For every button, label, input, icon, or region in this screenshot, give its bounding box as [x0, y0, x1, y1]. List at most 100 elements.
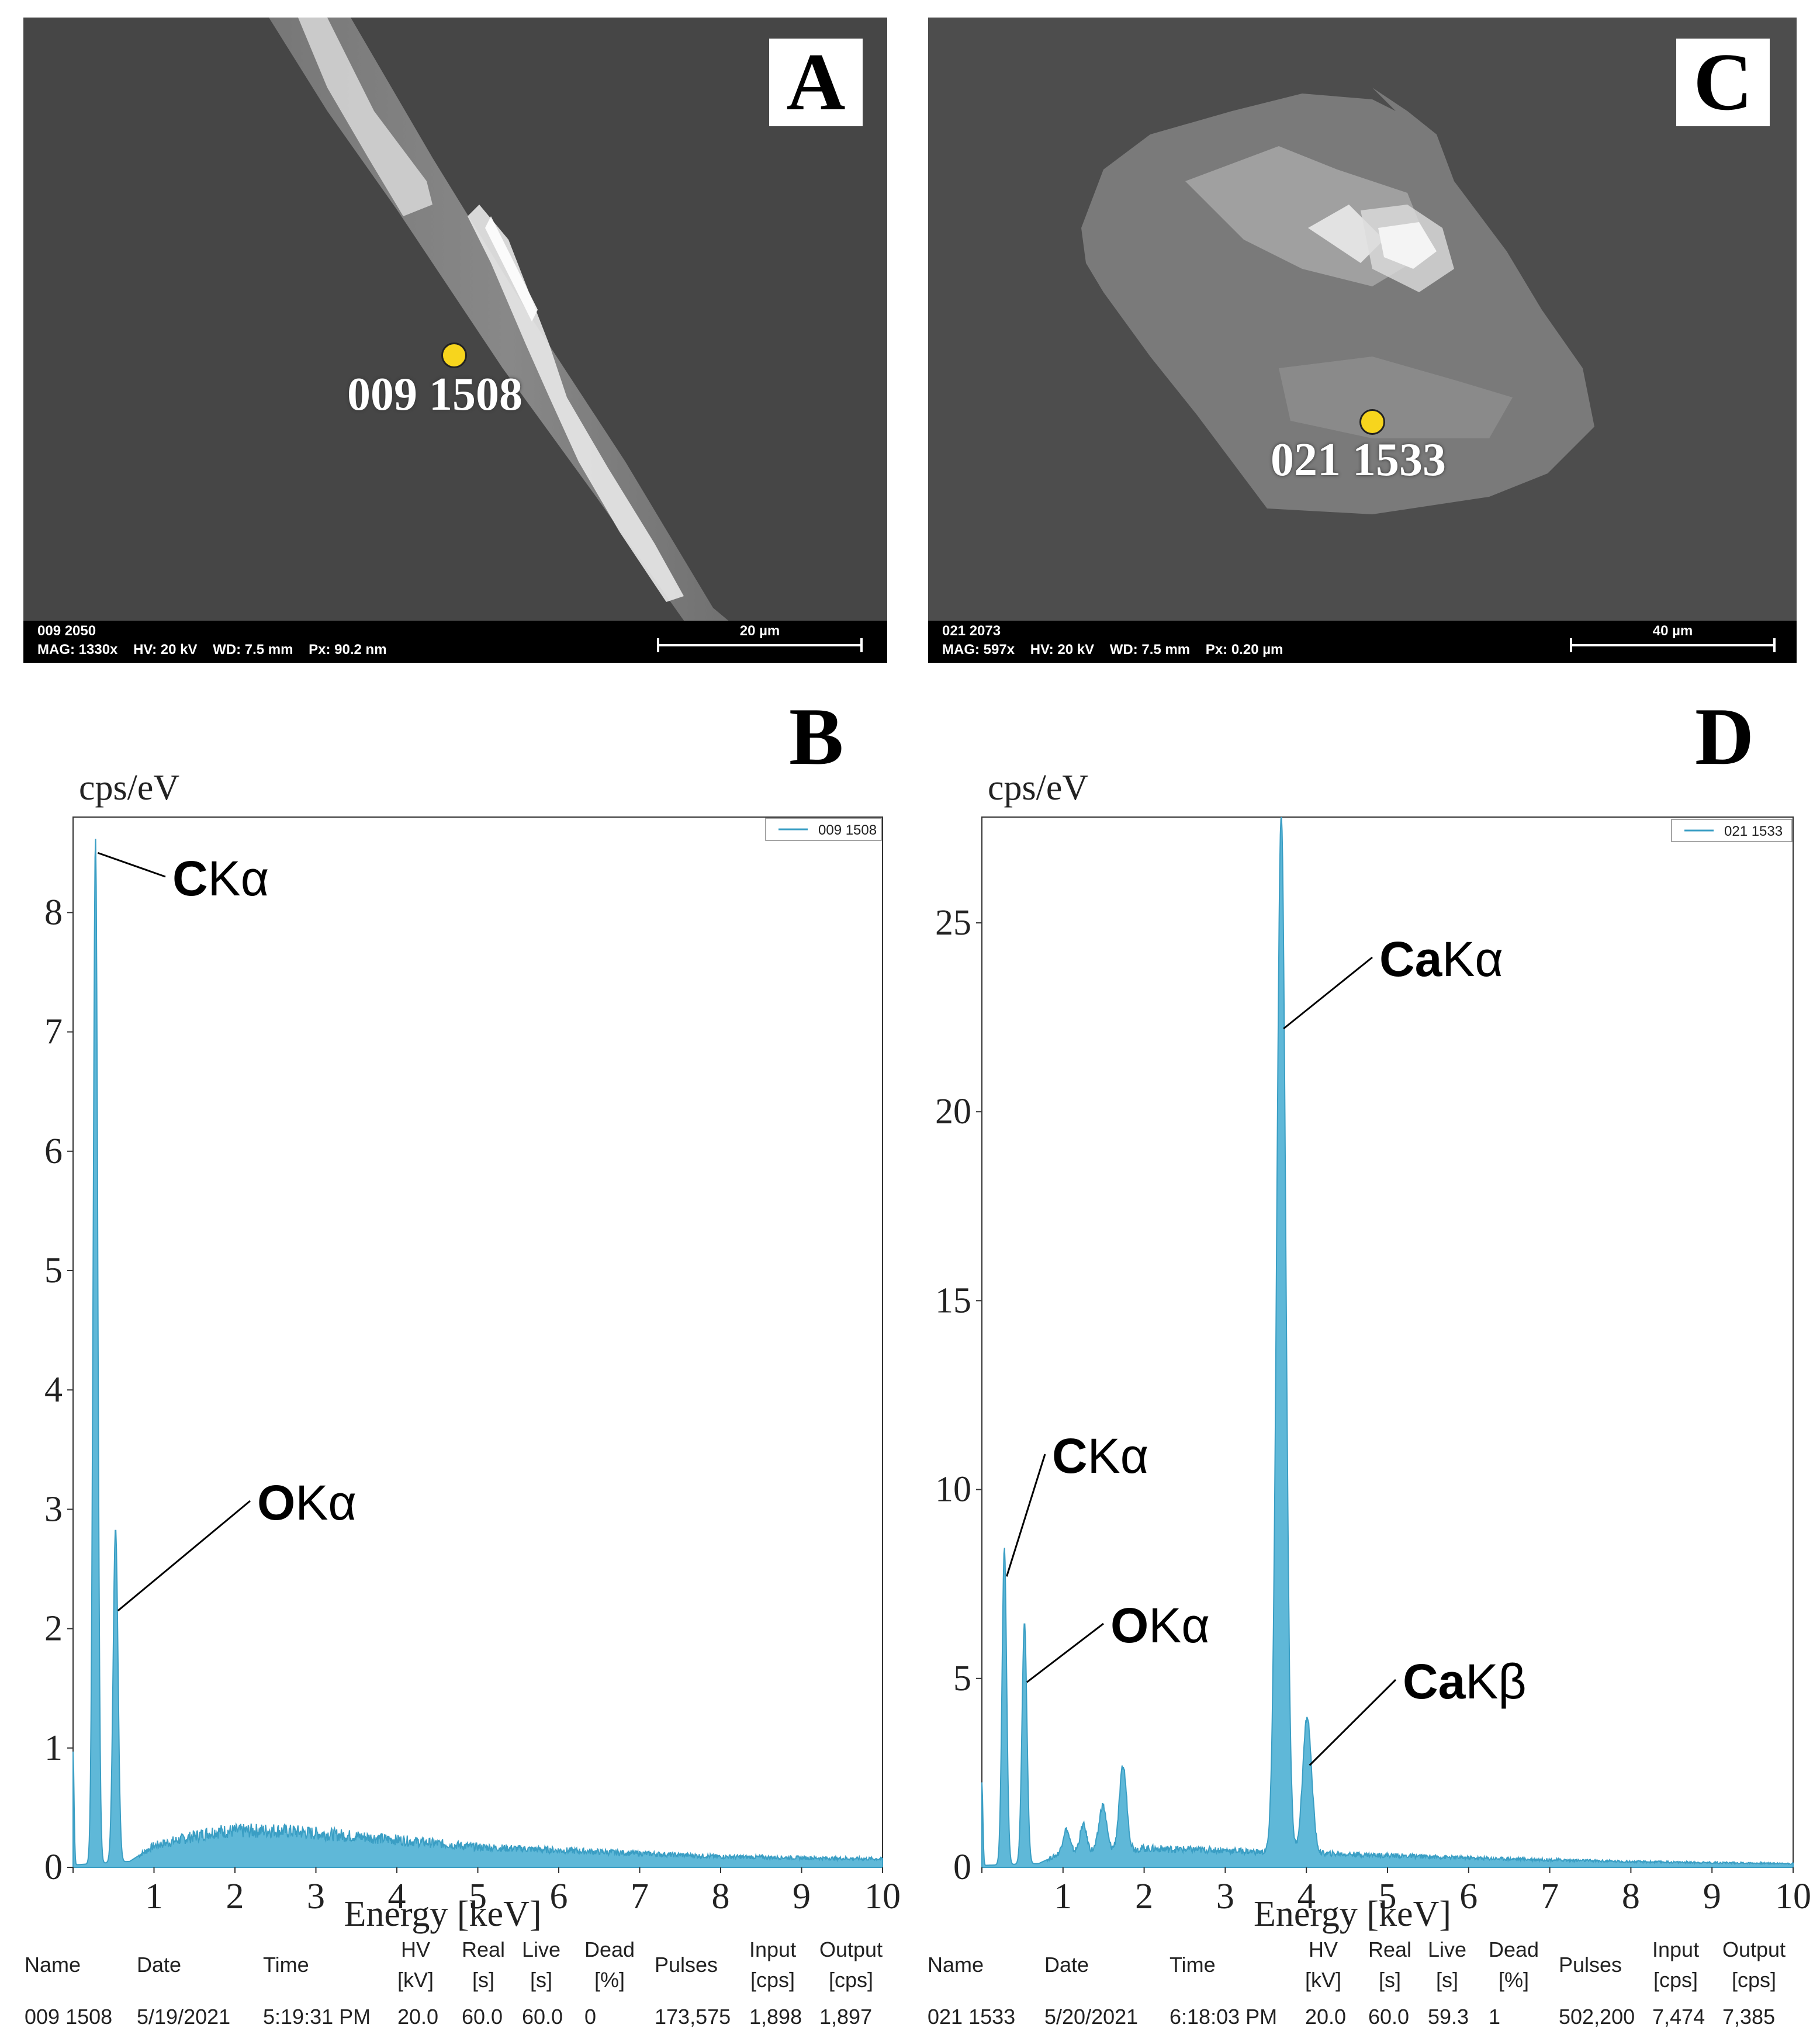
info-header: Live [s] — [1428, 1937, 1467, 1992]
info-header: Dead [%] — [1489, 1937, 1539, 1992]
scale-bar-label: 40 µm — [1652, 623, 1693, 639]
x-tick-label: 10 — [1775, 1877, 1811, 1916]
info-value: 59.3 — [1428, 2005, 1469, 2029]
spectrum-chart-b: 0 1 2 3 4 5 6 7 8 1 2 3 4 5 6 7 8 9 10 cps/eV Energy [keV] 00… — [44, 768, 901, 1934]
y-axis-label: cps/eV — [988, 768, 1088, 808]
peak-label: OKα — [1110, 1598, 1210, 1653]
info-value: 1 — [1489, 2005, 1501, 2029]
x-axis-label: Energy [keV] — [344, 1894, 541, 1934]
peak-label: OKα — [257, 1475, 357, 1530]
x-tick-label: 4 — [388, 1877, 406, 1916]
info-header: Real [s] — [1368, 1937, 1412, 1992]
scale-bar — [657, 638, 863, 652]
info-value: 502,200 — [1559, 2005, 1635, 2029]
x-tick-label: 9 — [793, 1877, 811, 1916]
panel-letter-c: C — [1676, 39, 1770, 126]
analysis-spot — [1359, 409, 1385, 435]
info-value: 6:18:03 PM — [1169, 2005, 1278, 2029]
x-tick-label: 1 — [1054, 1877, 1072, 1916]
info-header: Real [s] — [462, 1937, 506, 1992]
peak-annotation: OKα — [1026, 1598, 1210, 1683]
info-value: 5/20/2021 — [1044, 2005, 1139, 2029]
acquisition-parameters: MAG: 597x HV: 20 kV WD: 7.5 mm Px: 0.20 … — [942, 642, 1283, 658]
info-value: 7,474 — [1652, 2005, 1705, 2029]
panel-letter-b: B — [789, 691, 844, 782]
leader-line — [1283, 956, 1373, 1030]
x-tick-label: 1 — [145, 1877, 163, 1916]
info-value: 5:19:31 PM — [263, 2005, 371, 2029]
info-header: Date — [1044, 1953, 1089, 1977]
x-tick-label: 6 — [1459, 1877, 1478, 1916]
acquisition-parameters: MAG: 1330x HV: 20 kV WD: 7.5 mm Px: 90.2… — [37, 642, 387, 658]
info-header: Live [s] — [522, 1937, 561, 1992]
x-tick-label: 4 — [1297, 1877, 1316, 1916]
x-tick-label: 9 — [1703, 1877, 1721, 1916]
info-value: 20.0 — [397, 2005, 439, 2029]
spot-label: 009 1508 — [347, 369, 523, 420]
sem-image-c: C 021 1533 021 2073 MAG: 597x HV: 20 kV … — [928, 18, 1797, 663]
y-tick-label: 10 — [935, 1470, 971, 1510]
info-value: 7,385 — [1722, 2005, 1776, 2029]
peak-annotation: CaKα — [1283, 932, 1503, 1030]
leader-line — [1309, 1679, 1397, 1766]
info-header: Pulses — [655, 1953, 718, 1977]
legend-label: 009 1508 — [818, 822, 877, 838]
x-tick-label: 6 — [550, 1877, 568, 1916]
peak-label: CaKα — [1379, 932, 1503, 987]
x-tick-label: 8 — [1622, 1877, 1640, 1916]
leader-line — [117, 1500, 251, 1612]
legend: 021 1533 — [1671, 819, 1793, 842]
y-tick-label: 5 — [953, 1659, 971, 1698]
info-header: Pulses — [1559, 1953, 1622, 1977]
spectrum-info-b: Name 009 1508 Date 5/19/2021 Time 5:19:31 PM H… — [0, 1929, 910, 2038]
y-tick-label: 15 — [935, 1281, 971, 1320]
info-header: Time — [263, 1953, 309, 1977]
y-tick-label: 4 — [44, 1370, 63, 1410]
info-value: 5/19/2021 — [137, 2005, 231, 2029]
legend-box — [765, 818, 882, 841]
y-tick-label: 0 — [44, 1847, 63, 1887]
info-header: Name — [25, 1953, 81, 1977]
x-tick-label: 5 — [469, 1877, 487, 1916]
x-tick-label: 2 — [1135, 1877, 1153, 1916]
info-value: 1,897 — [819, 2005, 873, 2029]
info-value: 20.0 — [1305, 2005, 1347, 2029]
x-tick-label: 8 — [712, 1877, 730, 1916]
y-tick-label: 25 — [935, 903, 971, 943]
x-tick-label: 5 — [1379, 1877, 1397, 1916]
sem-footer: 009 2050 MAG: 1330x HV: 20 kV WD: 7.5 mm… — [23, 621, 887, 663]
peak-label: CKα — [1052, 1428, 1148, 1483]
spot-label: 021 1533 — [1271, 434, 1446, 486]
info-value: 009 1508 — [25, 2005, 113, 2029]
sem-image-a: A 009 1508 009 2050 MAG: 1330x HV: 20 kV… — [23, 18, 887, 663]
info-header: Time — [1169, 1953, 1216, 1977]
leader-line — [97, 852, 166, 878]
x-axis-label: Energy [keV] — [1254, 1894, 1451, 1934]
y-tick-label: 20 — [935, 1092, 971, 1132]
info-header: Output [cps] — [819, 1937, 883, 1992]
peak-annotation: CKα — [1006, 1428, 1148, 1577]
info-header: Date — [137, 1953, 182, 1977]
peak-annotation: CaKβ — [1309, 1654, 1527, 1766]
x-tick-label: 2 — [226, 1877, 244, 1916]
spectrum-series — [981, 816, 1794, 1868]
leader-line — [1026, 1622, 1104, 1683]
y-tick-label: 1 — [44, 1728, 63, 1768]
info-value: 60.0 — [462, 2005, 503, 2029]
info-value: 60.0 — [522, 2005, 563, 2029]
spectrum-series — [72, 839, 883, 1868]
info-value: 173,575 — [655, 2005, 731, 2029]
sem-footer: 021 2073 MAG: 597x HV: 20 kV WD: 7.5 mm … — [928, 621, 1797, 663]
info-value: 0 — [584, 2005, 597, 2029]
spectrum-info-d: Name 021 1533 Date 5/20/2021 Time 6:18:03 PM H… — [910, 1929, 1820, 2038]
x-tick-label: 3 — [1216, 1877, 1234, 1916]
x-tick-label: 7 — [1541, 1877, 1559, 1916]
y-axis-label: cps/eV — [79, 768, 179, 808]
legend: 009 1508 — [765, 818, 882, 841]
peak-annotation: CKα — [97, 851, 269, 906]
leader-line — [1006, 1454, 1046, 1577]
image-id: 021 2073 — [942, 623, 1001, 639]
info-header: Dead [%] — [584, 1937, 635, 1992]
info-header: HV [kV] — [1305, 1937, 1342, 1992]
